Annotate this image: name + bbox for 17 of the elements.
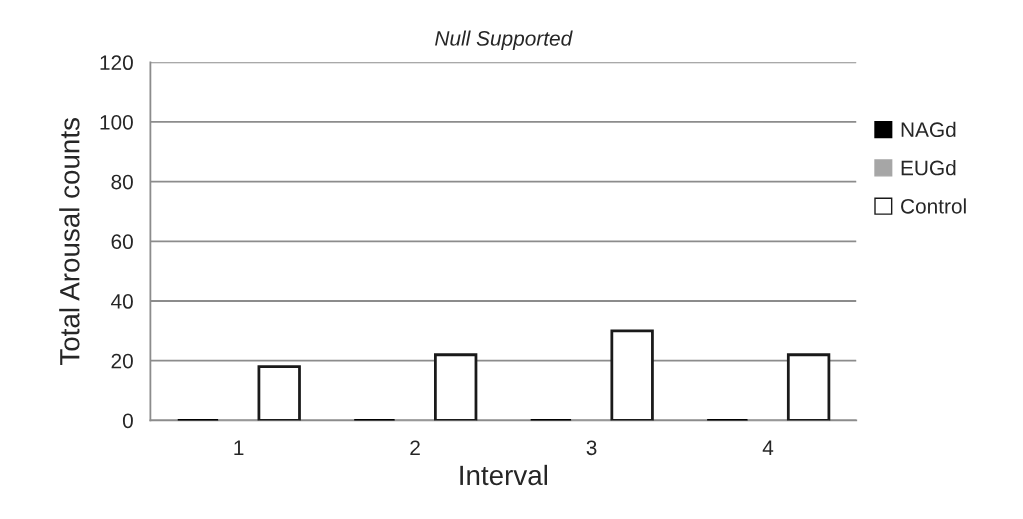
y-tick-label: 100 [100, 114, 133, 130]
x-tick-label: 1 [234, 440, 244, 455]
y-tick-label: 40 [111, 294, 133, 309]
y-tick-label: 120 [100, 55, 133, 71]
y-tick-label: 0 [122, 413, 133, 429]
x-axis-title: Interval [460, 464, 548, 486]
legend-label: NAGd [901, 121, 956, 138]
y-tick-label: 60 [111, 234, 133, 250]
legend-label: EUGd [901, 160, 956, 176]
y-tick-label: 20 [111, 353, 133, 369]
x-tick-label: 4 [762, 440, 774, 455]
chart-title: Null Supported [435, 30, 573, 50]
y-axis-title: Total Arousal counts [59, 118, 80, 365]
y-tick-label: 80 [111, 174, 133, 190]
legend-label: Control [901, 198, 966, 214]
x-tick-label: 2 [410, 440, 420, 455]
x-tick-label: 3 [586, 440, 597, 456]
